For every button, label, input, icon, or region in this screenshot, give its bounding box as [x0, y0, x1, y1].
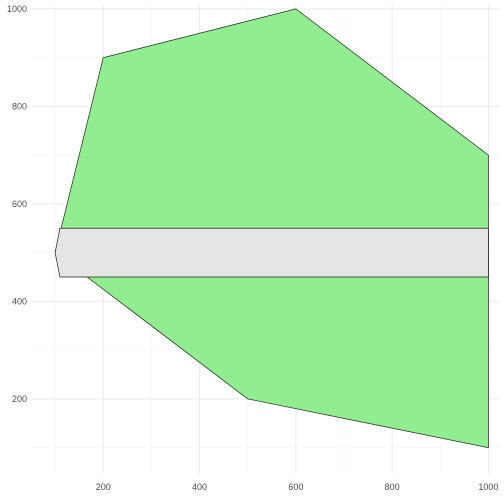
y-axis-tick-labels: 200 400 600 800 1000: [7, 4, 27, 404]
y-tick-label: 1000: [7, 4, 27, 14]
x-axis-tick-labels: 200 400 600 800 1000: [96, 482, 499, 492]
x-tick-label: 200: [96, 482, 111, 492]
x-tick-label: 600: [288, 482, 303, 492]
y-tick-label: 600: [12, 199, 27, 209]
x-tick-label: 800: [385, 482, 400, 492]
y-tick-label: 200: [12, 394, 27, 404]
polygon-layer: [54, 8, 489, 449]
grey-band-polygon: [54, 227, 489, 278]
x-tick-label: 400: [192, 482, 207, 492]
x-tick-label: 1000: [478, 482, 498, 492]
y-tick-label: 400: [12, 296, 27, 306]
y-tick-label: 800: [12, 101, 27, 111]
